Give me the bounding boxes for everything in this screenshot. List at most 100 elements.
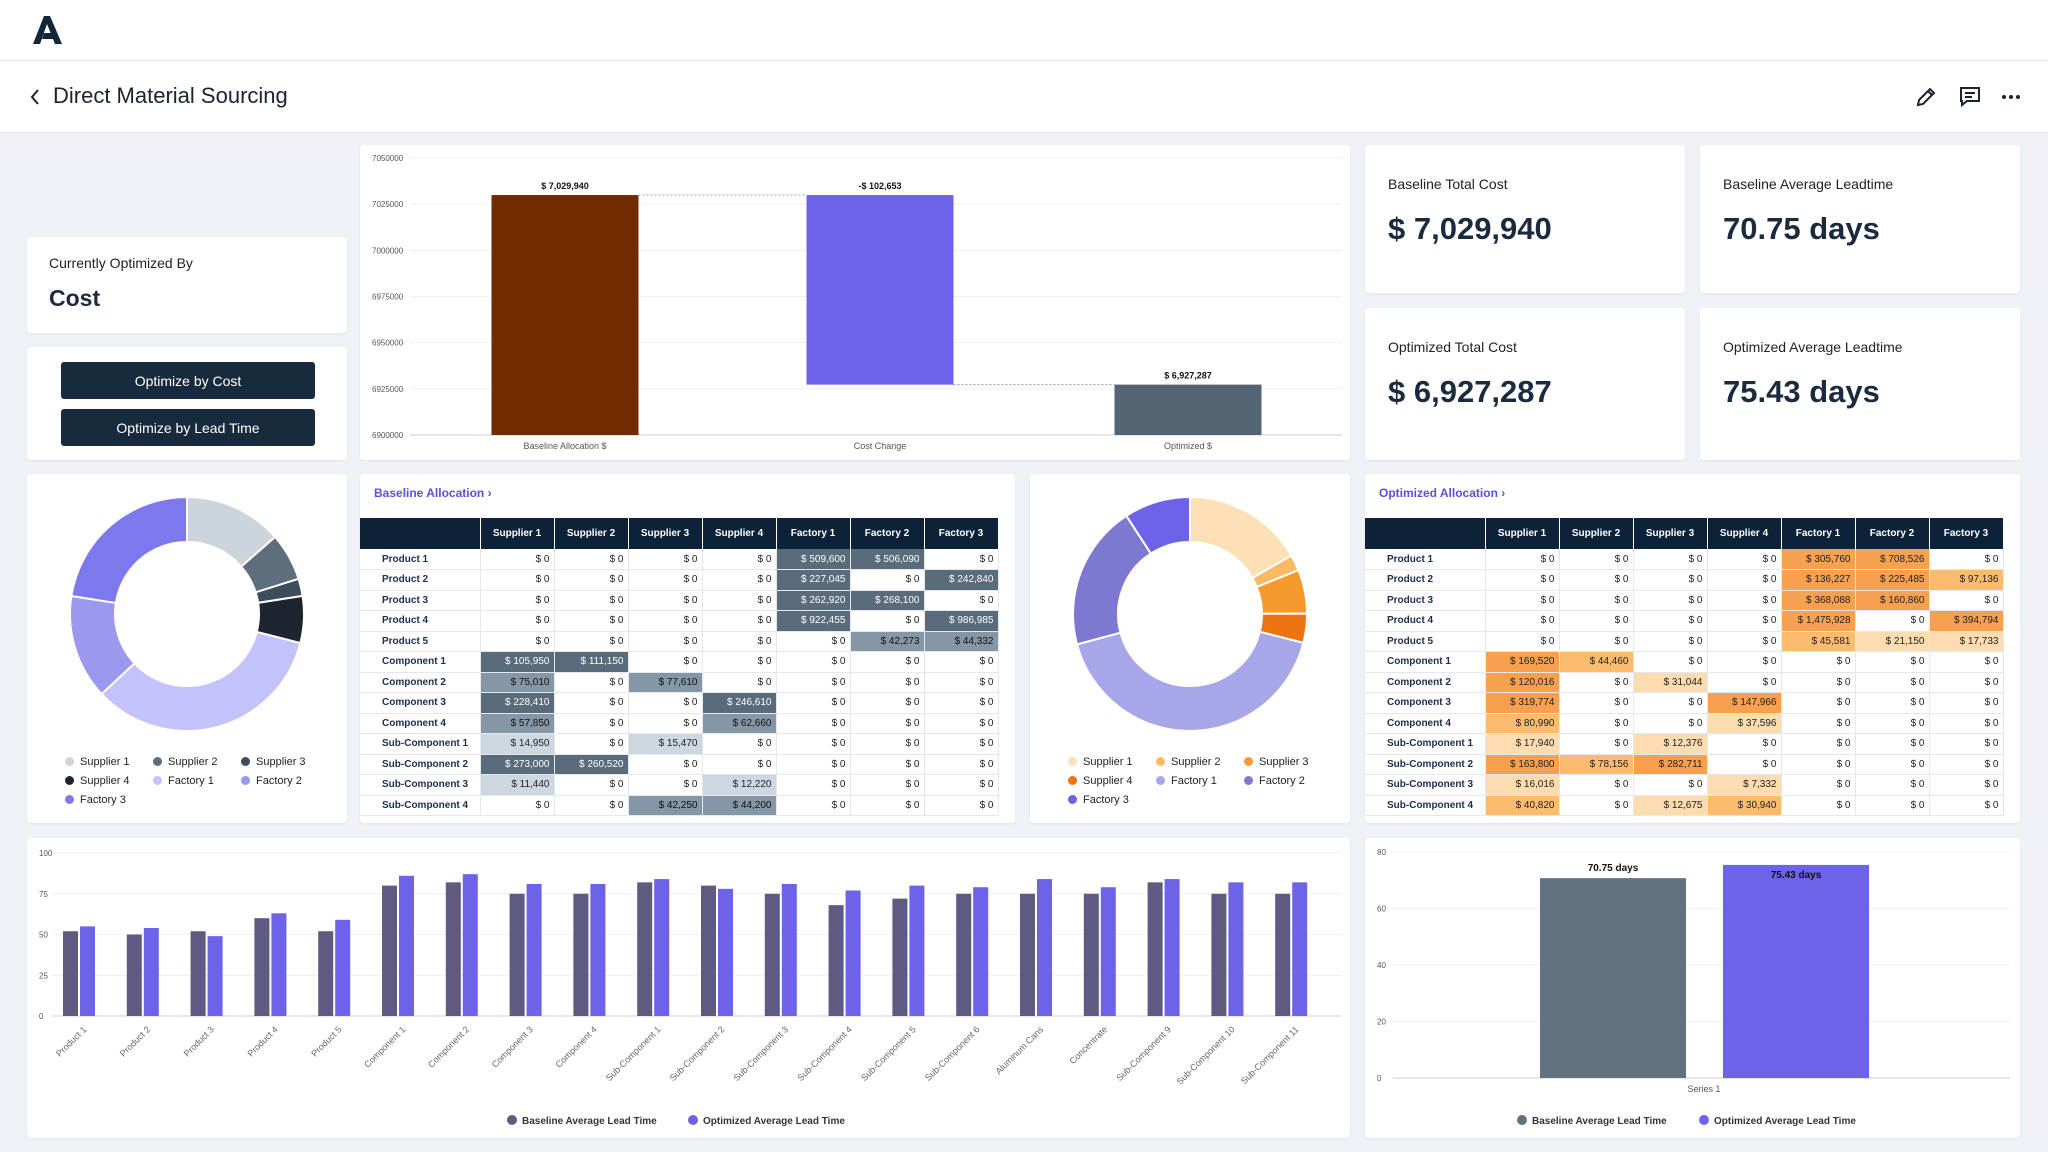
optimize-by-lead-time-button[interactable]: Optimize by Lead Time [61,409,315,446]
table-cell: $ 31,044 [1633,672,1708,693]
table-cell: $ 0 [1707,610,1782,632]
y-tick-label: 60 [1377,905,1386,914]
column-header[interactable]: Supplier 4 [702,518,777,549]
x-tick-label: Component 4 [554,1024,599,1069]
table-cell: $ 62,660 [702,713,777,734]
table-corner-header [1365,518,1486,549]
table-cell: $ 0 [1559,692,1634,714]
legend-item[interactable]: Factory 2 [1244,775,1305,787]
cost-waterfall-card: 7050000 7025000 7000000 6975000 6950000 69250… [360,145,1350,460]
table-cell: $ 1,475,928 [1781,610,1856,632]
legend-dot-icon [65,757,74,766]
table-cell: $ 0 [1633,569,1708,591]
legend-item[interactable]: Supplier 2 [1156,756,1221,768]
legend-item[interactable]: Supplier 1 [65,756,130,768]
table-cell: $ 45,581 [1781,631,1856,652]
x-tick-label: Series 1 [1687,1084,1720,1094]
legend-item[interactable]: Factory 1 [153,775,214,787]
baseline-allocation-link[interactable]: Baseline Allocation › [374,486,492,500]
table-cell: $ 0 [702,549,777,570]
optimize-by-cost-button[interactable]: Optimize by Cost [61,362,315,399]
table-cell: $ 14,950 [480,733,555,755]
leadtime-bar [526,883,542,1016]
row-label: Product 4 [360,610,481,632]
donut-slice [1125,495,1191,555]
column-header[interactable]: Factory 3 [924,518,999,549]
legend-item[interactable]: Supplier 2 [153,756,218,768]
kpi-label: Optimized Total Cost [1388,339,1517,355]
legend-item[interactable]: Supplier 1 [1068,756,1133,768]
leadtime-bar [590,883,606,1016]
chevron-right-icon: › [487,486,492,500]
table-cell: $ 0 [480,569,555,591]
legend-label: Supplier 2 [1171,756,1221,768]
table-cell: $ 0 [1559,610,1634,632]
more-horizontal-icon[interactable] [1999,85,2023,109]
waterfall-bar [806,195,954,385]
table-cell: $ 0 [480,610,555,632]
table-cell: $ 262,920 [776,590,851,611]
legend-item[interactable]: Factory 3 [1068,794,1129,806]
table-cell: $ 0 [1707,733,1782,755]
row-label: Product 2 [360,569,481,591]
chevron-left-icon[interactable] [28,86,42,108]
legend-label: Supplier 1 [1083,756,1133,768]
x-tick-label: Sub-Component 9 [1114,1024,1173,1083]
y-tick-label: 6925000 [372,385,404,394]
cost-waterfall-chart: 7050000 7025000 7000000 6975000 6950000 69250… [372,154,1342,451]
table-row: Sub-Component 3 $ 11,440 $ 0 $ 0 $ 12,220 $ 0… [360,774,999,796]
column-header[interactable]: Factory 2 [850,518,925,549]
table-cell: $ 136,227 [1781,569,1856,591]
table-row: Component 1 $ 105,950 $ 111,150 $ 0 $ 0 $ 0 $ … [360,651,999,673]
table-cell: $ 163,800 [1485,754,1560,775]
column-header[interactable]: Supplier 2 [1559,518,1634,549]
y-tick-label: 6950000 [372,339,404,348]
legend-item[interactable]: Factory 1 [1156,775,1217,787]
x-tick-label: Product 4 [245,1024,279,1058]
table-cell: $ 0 [1781,733,1856,755]
table-row: Product 1 $ 0 $ 0 $ 0 $ 0 $ 305,760 $ 708,526 $… [1365,549,2004,570]
brand-logo-icon[interactable] [30,16,62,44]
kpi-baseline-total-cost: Baseline Total Cost $ 7,029,940 [1365,145,1685,293]
legend-item[interactable]: Supplier 3 [241,756,306,768]
column-header[interactable]: Factory 3 [1929,518,2004,549]
legend-item[interactable]: Supplier 3 [1244,756,1309,768]
row-label: Product 3 [360,590,481,611]
table-cell: $ 0 [1855,733,1930,755]
optimized-allocation-link[interactable]: Optimized Allocation › [1379,486,1505,500]
column-header[interactable]: Supplier 4 [1707,518,1782,549]
pencil-icon[interactable] [1914,85,1938,109]
y-tick-label: 40 [1377,961,1386,970]
comment-icon[interactable] [1958,85,1982,109]
table-cell: $ 0 [1707,672,1782,693]
data-label: -$ 102,653 [858,181,901,191]
table-cell: $ 0 [1707,631,1782,652]
column-header[interactable]: Supplier 1 [1485,518,1560,549]
legend-dot-icon [65,776,74,785]
column-header[interactable]: Factory 1 [776,518,851,549]
column-header[interactable]: Factory 1 [1781,518,1856,549]
column-header[interactable]: Factory 2 [1855,518,1930,549]
baseline-donut-card: Supplier 1 Supplier 2 Supplier 3 Supplier 4… [27,474,347,823]
legend-item[interactable]: Factory 2 [241,775,302,787]
table-cell: $ 0 [1781,672,1856,693]
legend-dot-icon [65,795,74,804]
column-header[interactable]: Supplier 3 [628,518,703,549]
legend-item[interactable]: Supplier 4 [65,775,130,787]
column-header[interactable]: Supplier 2 [554,518,629,549]
table-cell: $ 0 [850,713,925,734]
legend-item[interactable]: Supplier 4 [1068,775,1133,787]
table-row: Product 1 $ 0 $ 0 $ 0 $ 0 $ 509,600 $ 506,090 $… [360,549,999,570]
table-cell: $ 0 [1781,795,1856,816]
table-row: Sub-Component 4 $ 40,820 $ 0 $ 12,675 $ 30,9… [1365,795,2004,816]
baseline-allocation-card: Baseline Allocation › Supplier 1 Supplier… [360,474,1015,823]
leadtime-bar [63,931,78,1016]
column-header[interactable]: Supplier 1 [480,518,555,549]
table-cell: $ 0 [1633,610,1708,632]
leadtime-bar [701,885,716,1016]
leadtime-bar [573,893,589,1016]
column-header[interactable]: Supplier 3 [1633,518,1708,549]
legend-dot-icon [1068,757,1077,766]
legend-item[interactable]: Factory 3 [65,794,126,806]
table-cell: $ 708,526 [1855,549,1930,570]
